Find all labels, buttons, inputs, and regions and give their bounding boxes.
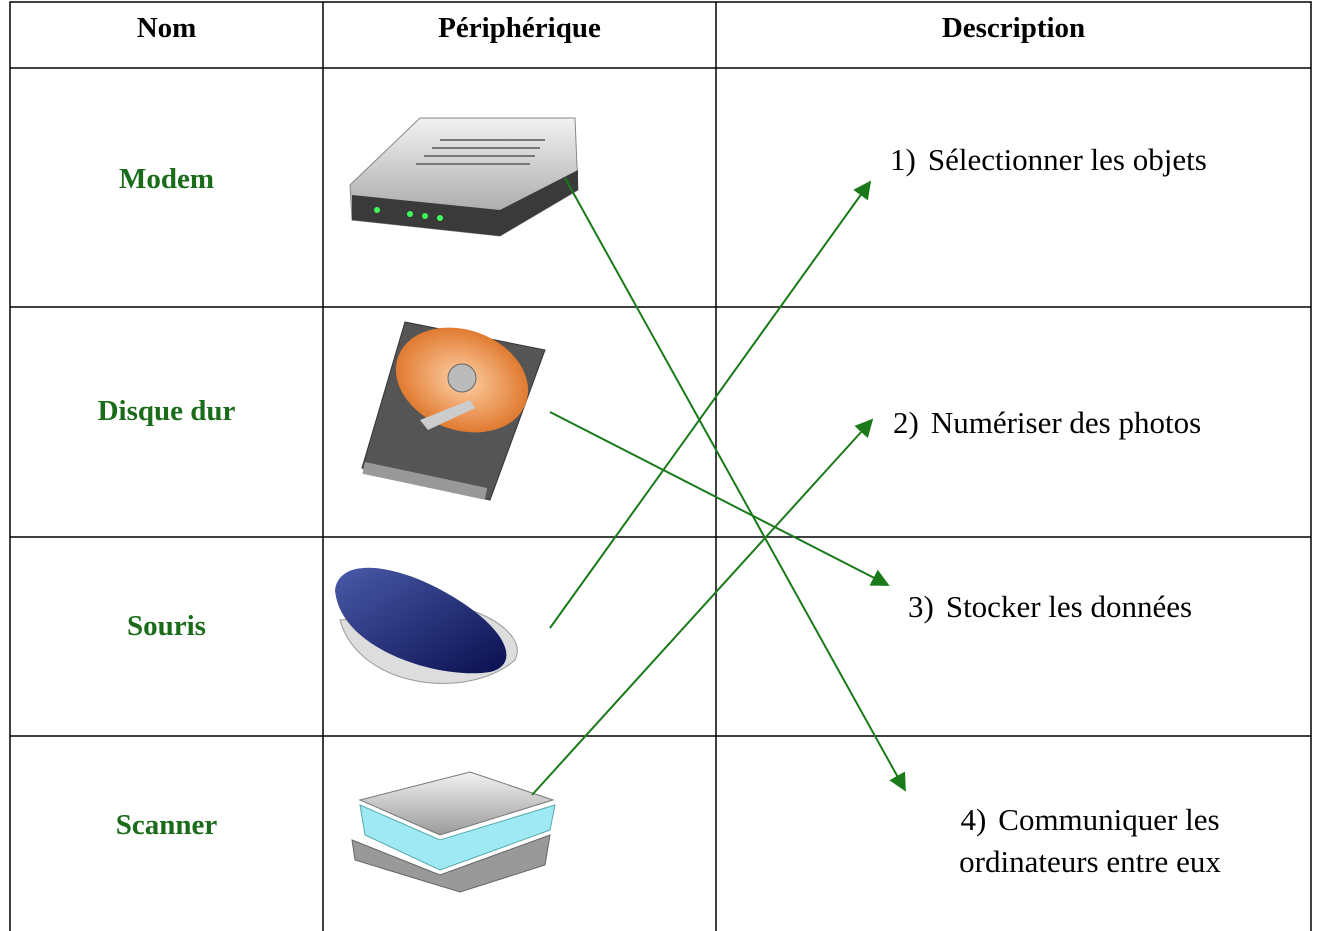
modem-icon <box>349 117 579 237</box>
description-text: Numériser des photos <box>930 405 1202 440</box>
description-number: 2) <box>893 405 919 440</box>
description-number: 3) <box>908 589 934 624</box>
device-name: Souris <box>127 610 206 642</box>
description: 1) Sélectionner les objets <box>890 142 1207 178</box>
device-name: Modem <box>118 163 215 195</box>
column-header: Description <box>941 12 1086 44</box>
match-arrows <box>531 177 906 796</box>
column-header: Nom <box>136 12 197 44</box>
mouse-icon <box>335 567 518 684</box>
hard-disk-icon <box>361 321 546 501</box>
description-number: 1) <box>890 142 916 177</box>
description-text: Communiquer les ordinateurs entre eux <box>959 802 1221 879</box>
description: 4) Communiquer les ordinateurs entre eux <box>905 799 1275 883</box>
scanner-icon <box>351 771 556 893</box>
column-header: Périphérique <box>438 12 601 44</box>
description: 2) Numériser des photos <box>893 405 1201 441</box>
table-lines <box>9 1 1312 931</box>
device-name: Scanner <box>115 809 218 841</box>
description-text: Stocker les données <box>945 589 1193 624</box>
device-name: Disque dur <box>97 395 236 427</box>
description: 3) Stocker les données <box>908 589 1192 625</box>
description-number: 4) <box>960 802 987 837</box>
description-text: Sélectionner les objets <box>927 142 1207 177</box>
